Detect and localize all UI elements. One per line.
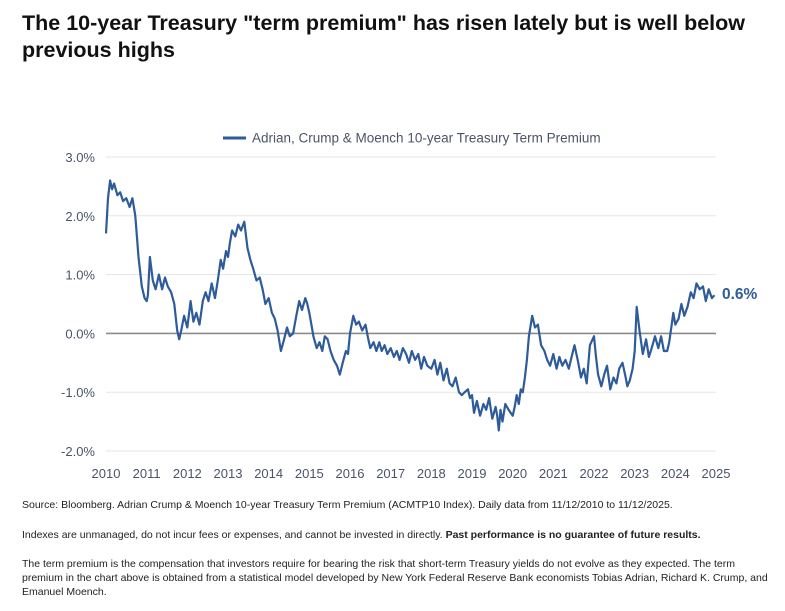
x-tick-label: 2019 xyxy=(458,466,487,480)
disclaimer-text: Indexes are unmanaged, do not incur fees… xyxy=(22,529,443,541)
y-axis: 3.0% 2.0% 1.0% 0.0% -1.0% -2.0% xyxy=(61,150,95,459)
x-tick-label: 2018 xyxy=(417,466,446,480)
x-tick-label: 2022 xyxy=(580,466,609,480)
y-tick-label: -2.0% xyxy=(61,444,95,459)
x-tick-label: 2024 xyxy=(661,466,690,480)
x-tick-label: 2023 xyxy=(620,466,649,480)
disclaimer-bold: Past performance is no guarantee of futu… xyxy=(445,529,701,541)
source-note: Source: Bloomberg. Adrian Crump & Moench… xyxy=(22,499,673,511)
x-tick-label: 2020 xyxy=(498,466,527,480)
x-tick-label: 2015 xyxy=(295,466,324,480)
y-tick-label: 1.0% xyxy=(65,268,95,283)
x-tick-label: 2014 xyxy=(254,466,283,480)
x-tick-label: 2016 xyxy=(336,466,365,480)
chart-legend: Adrian, Crump & Moench 10-year Treasury … xyxy=(223,131,601,146)
x-axis: 2010 2011 2012 2013 2014 2015 2016 2017 2018 2019… xyxy=(92,466,731,480)
disclaimer-note: Indexes are unmanaged, do not incur fees… xyxy=(22,528,770,542)
x-tick-label: 2012 xyxy=(173,466,202,480)
y-tick-label: 2.0% xyxy=(65,209,95,224)
x-tick-label: 2025 xyxy=(702,466,731,480)
legend-label: Adrian, Crump & Moench 10-year Treasury … xyxy=(252,131,601,146)
x-tick-label: 2021 xyxy=(539,466,568,480)
grid-lines xyxy=(106,156,716,452)
x-tick-label: 2017 xyxy=(376,466,405,480)
end-value-label: 0.6% xyxy=(722,286,758,303)
x-tick-label: 2010 xyxy=(92,466,121,480)
x-tick-label: 2011 xyxy=(133,466,161,480)
line-chart: Adrian, Crump & Moench 10-year Treasury … xyxy=(61,131,758,481)
y-tick-label: 3.0% xyxy=(65,150,95,165)
y-tick-label: -1.0% xyxy=(61,385,95,400)
chart-headline: The 10-year Treasury "term premium" has … xyxy=(22,11,745,62)
y-tick-label: 0.0% xyxy=(65,326,95,341)
term-premium-line xyxy=(104,179,716,432)
term-premium-note: The term premium is the compensation tha… xyxy=(22,558,768,598)
x-tick-label: 2013 xyxy=(214,466,243,480)
